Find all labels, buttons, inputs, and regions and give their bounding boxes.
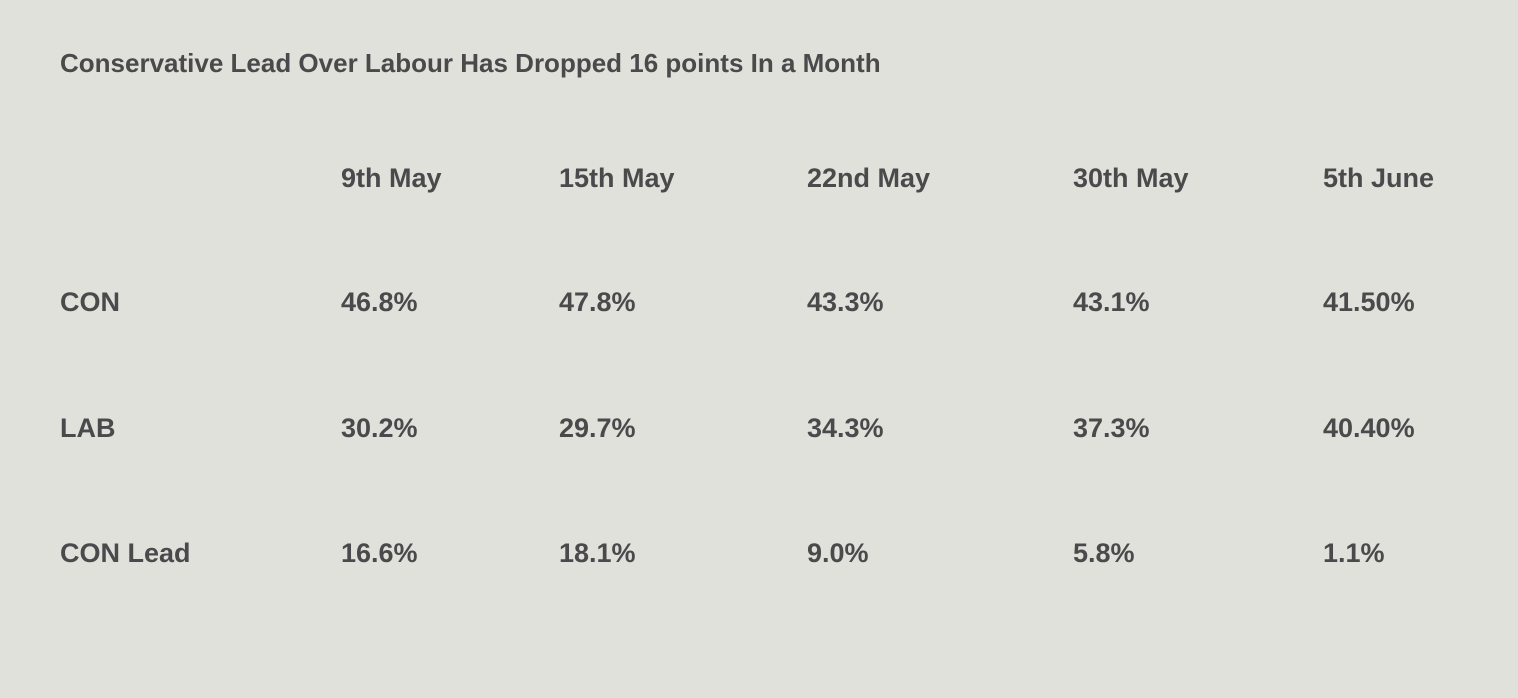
row-label-con: CON bbox=[60, 287, 120, 317]
table-title: Conservative Lead Over Labour Has Droppe… bbox=[60, 48, 881, 78]
table-cell: 43.1% bbox=[1073, 287, 1150, 317]
table-cell: 30.2% bbox=[341, 413, 418, 443]
row-label-con-lead: CON Lead bbox=[60, 538, 191, 568]
table-cell: 47.8% bbox=[559, 287, 636, 317]
table-cell: 29.7% bbox=[559, 413, 636, 443]
column-header-4: 30th May bbox=[1073, 163, 1189, 193]
table-cell: 34.3% bbox=[807, 413, 884, 443]
table-cell: 9.0% bbox=[807, 538, 869, 568]
row-label-lab: LAB bbox=[60, 413, 116, 443]
table-cell: 5.8% bbox=[1073, 538, 1135, 568]
column-header-3: 22nd May bbox=[807, 163, 931, 193]
table-cell: 18.1% bbox=[559, 538, 636, 568]
table-cell: 37.3% bbox=[1073, 413, 1150, 443]
table-cell: 43.3% bbox=[807, 287, 884, 317]
table-cell: 16.6% bbox=[341, 538, 418, 568]
column-header-2: 15th May bbox=[559, 163, 675, 193]
table-cell: 41.50% bbox=[1323, 287, 1415, 317]
column-header-5: 5th June bbox=[1323, 163, 1435, 193]
table-cell: 40.40% bbox=[1323, 413, 1415, 443]
table-cell: 46.8% bbox=[341, 287, 418, 317]
column-header-1: 9th May bbox=[341, 163, 442, 193]
table-cell: 1.1% bbox=[1323, 538, 1385, 568]
